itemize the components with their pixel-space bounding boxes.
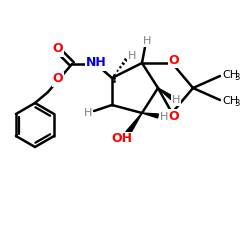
Text: CH: CH <box>222 70 238 80</box>
Polygon shape <box>158 88 173 100</box>
Polygon shape <box>142 113 158 118</box>
Text: CH: CH <box>222 96 238 106</box>
Text: H: H <box>84 108 92 118</box>
Text: O: O <box>53 72 63 86</box>
Text: O: O <box>53 42 63 56</box>
Text: O: O <box>169 54 179 66</box>
Text: NH: NH <box>86 56 106 70</box>
Text: 3: 3 <box>234 74 239 82</box>
Text: H: H <box>143 36 151 46</box>
Polygon shape <box>126 113 142 134</box>
Text: O: O <box>169 110 179 122</box>
Text: OH: OH <box>112 132 132 145</box>
Text: H: H <box>172 95 180 105</box>
Text: H: H <box>160 112 168 122</box>
Text: H: H <box>128 51 136 61</box>
Text: 3: 3 <box>234 100 239 108</box>
